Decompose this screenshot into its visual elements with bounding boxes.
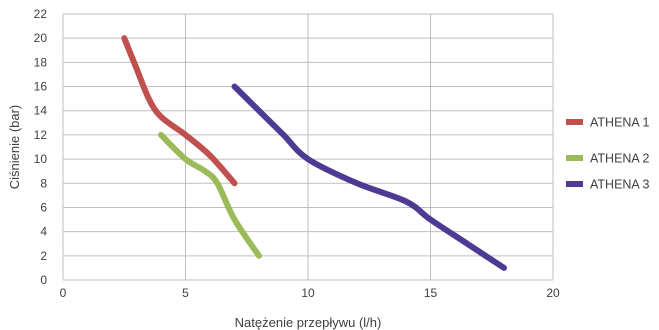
x-tick-label: 5 xyxy=(182,286,189,300)
y-tick-label: 2 xyxy=(40,249,47,263)
y-tick-label: 4 xyxy=(40,225,47,239)
y-axis-ticks: 0 2 4 6 8 10 12 14 16 18 20 22 xyxy=(34,7,48,287)
y-axis-title: Ciśnienie (bar) xyxy=(7,105,22,190)
x-tick-label: 10 xyxy=(301,286,315,300)
y-tick-label: 8 xyxy=(40,176,47,190)
series-line-2 xyxy=(158,131,262,259)
y-tick-label: 22 xyxy=(34,7,48,21)
y-tick-label: 0 xyxy=(40,273,47,287)
y-tick-label: 14 xyxy=(34,104,48,118)
legend-label-1: ATHENA 1 xyxy=(590,116,650,130)
legend-label-3: ATHENA 3 xyxy=(590,178,650,192)
series-line-3 xyxy=(231,83,507,271)
x-axis-ticks: 0 5 10 15 20 xyxy=(60,286,560,300)
x-tick-label: 20 xyxy=(546,286,560,300)
y-tick-label: 18 xyxy=(34,55,48,69)
legend: ATHENA 1 ATHENA 2 ATHENA 3 xyxy=(566,116,650,192)
series-lines xyxy=(121,35,507,271)
x-tick-label: 15 xyxy=(424,286,438,300)
y-tick-label: 20 xyxy=(34,31,48,45)
legend-label-2: ATHENA 2 xyxy=(590,152,650,166)
x-axis-title: Natężenie przepływu (l/h) xyxy=(235,315,382,330)
x-tick-label: 0 xyxy=(60,286,67,300)
y-tick-label: 16 xyxy=(34,80,48,94)
series-line-1 xyxy=(121,35,238,187)
y-tick-label: 10 xyxy=(34,152,48,166)
grid-lines xyxy=(62,13,554,281)
y-tick-label: 6 xyxy=(40,200,47,214)
y-tick-label: 12 xyxy=(34,128,48,142)
